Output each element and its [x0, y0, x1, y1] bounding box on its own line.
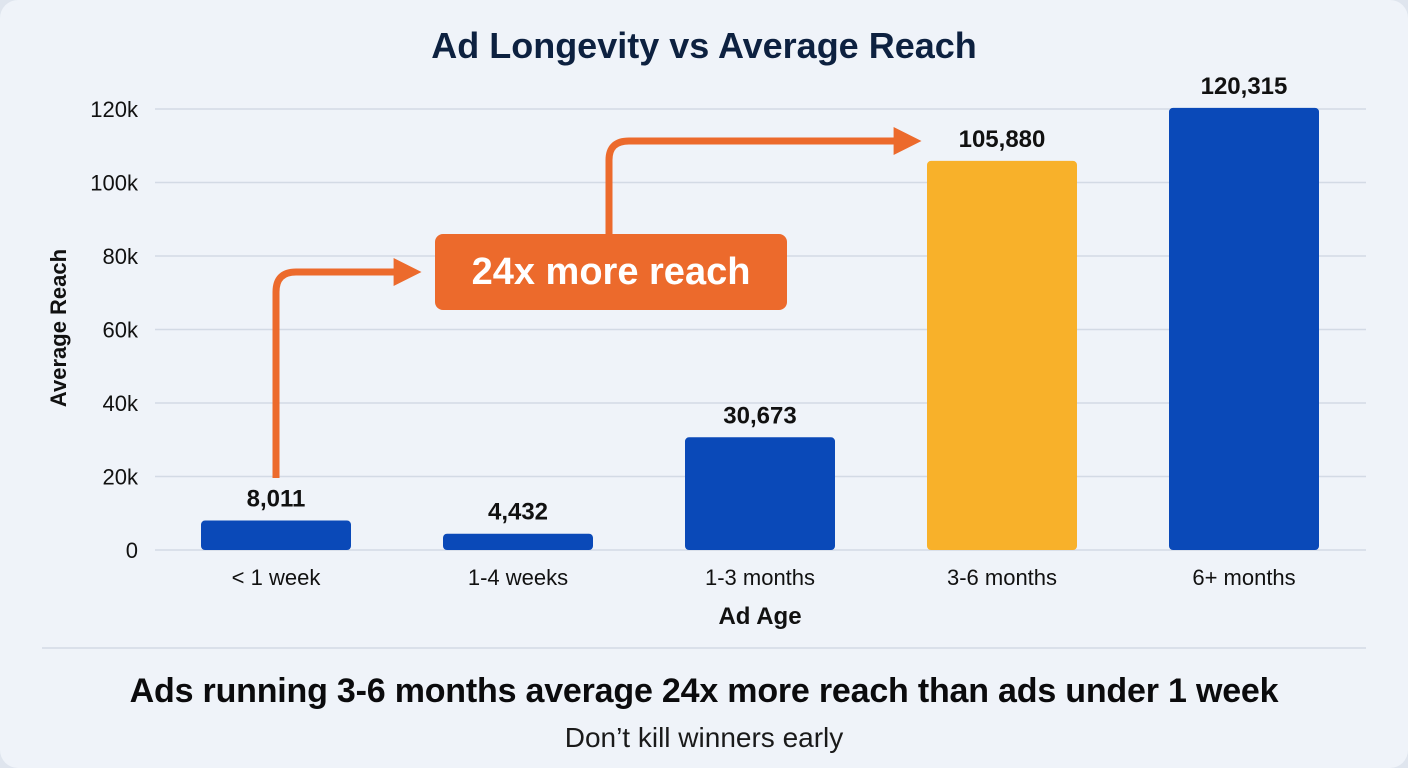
data-label: 120,315 — [1201, 73, 1288, 100]
y-axis-label: Average Reach — [46, 249, 71, 407]
annotation-arrow-left — [272, 258, 422, 478]
x-tick-label: < 1 week — [232, 565, 322, 590]
bars: 8,011 4,432 30,673 105,880 120,315 — [201, 73, 1319, 551]
data-label: 105,880 — [959, 126, 1046, 153]
y-tick-label: 120k — [90, 97, 139, 122]
annotation-text: 24x more reach — [472, 251, 751, 293]
footer-subline: Don’t kill winners early — [564, 722, 844, 753]
x-tick-label: 1-4 weeks — [468, 565, 568, 590]
y-tick-label: 60k — [103, 318, 139, 343]
data-label: 4,432 — [488, 499, 548, 526]
x-tick-label: 3-6 months — [947, 565, 1057, 590]
annotation-box — [435, 234, 787, 310]
footer-headline: Ads running 3-6 months average 24x more … — [129, 672, 1279, 710]
y-tick-label: 0 — [126, 538, 138, 563]
y-tick-label: 80k — [103, 244, 139, 269]
bar — [443, 533, 593, 550]
y-tick-label: 20k — [103, 465, 139, 490]
chart-title: Ad Longevity vs Average Reach — [431, 25, 977, 66]
y-axis: 0 20k 40k 60k 80k 100k 120k — [90, 97, 139, 563]
annotation: 24x more reach — [272, 127, 922, 478]
x-axis: < 1 week 1-4 weeks 1-3 months 3-6 months 6+ … — [232, 565, 1296, 590]
annotation-arrow-right — [605, 127, 922, 234]
bar — [927, 160, 1077, 551]
data-label: 8,011 — [247, 486, 306, 513]
bar — [201, 520, 351, 550]
data-label: 30,673 — [723, 402, 796, 429]
y-tick-label: 40k — [103, 391, 139, 416]
bar-chart: Ad Longevity vs Average Reach 0 20k 40k 60k… — [42, 25, 1366, 649]
x-axis-label: Ad Age — [718, 603, 801, 630]
bar — [1169, 107, 1319, 550]
x-tick-label: 1-3 months — [705, 565, 815, 590]
bar — [685, 437, 835, 550]
y-tick-label: 100k — [90, 171, 139, 196]
x-tick-label: 6+ months — [1192, 565, 1295, 590]
